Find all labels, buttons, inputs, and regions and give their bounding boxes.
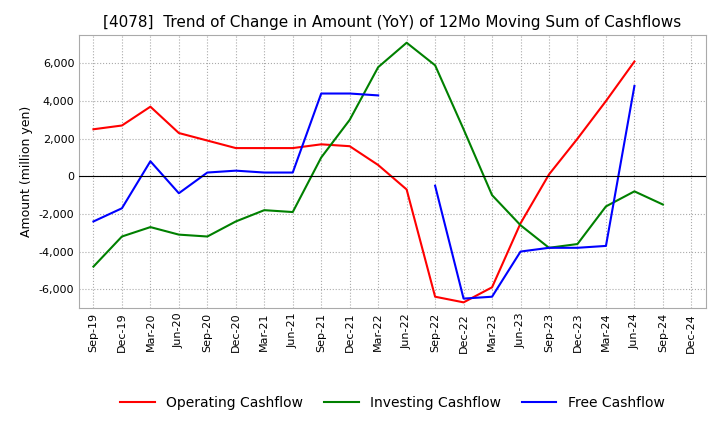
- Operating Cashflow: [260, 146, 269, 151]
- Operating Cashflow: [203, 138, 212, 143]
- Free Cashflow: [317, 91, 325, 96]
- Investing Cashflow: [630, 189, 639, 194]
- Investing Cashflow: [573, 242, 582, 247]
- Operating Cashflow: [459, 300, 468, 305]
- Line: Free Cashflow: Free Cashflow: [94, 86, 634, 299]
- Free Cashflow: [516, 249, 525, 254]
- Investing Cashflow: [545, 245, 554, 250]
- Operating Cashflow: [630, 59, 639, 64]
- Investing Cashflow: [516, 223, 525, 228]
- Investing Cashflow: [346, 117, 354, 122]
- Free Cashflow: [459, 296, 468, 301]
- Operating Cashflow: [346, 143, 354, 149]
- Free Cashflow: [346, 91, 354, 96]
- Investing Cashflow: [431, 62, 439, 68]
- Free Cashflow: [289, 170, 297, 175]
- Free Cashflow: [602, 243, 611, 249]
- Operating Cashflow: [117, 123, 126, 128]
- Investing Cashflow: [459, 127, 468, 132]
- Operating Cashflow: [516, 221, 525, 226]
- Free Cashflow: [545, 245, 554, 250]
- Operating Cashflow: [232, 146, 240, 151]
- Free Cashflow: [260, 170, 269, 175]
- Investing Cashflow: [146, 224, 155, 230]
- Operating Cashflow: [487, 285, 496, 290]
- Operating Cashflow: [545, 172, 554, 177]
- Operating Cashflow: [289, 146, 297, 151]
- Investing Cashflow: [260, 208, 269, 213]
- Free Cashflow: [573, 245, 582, 250]
- Investing Cashflow: [117, 234, 126, 239]
- Investing Cashflow: [402, 40, 411, 45]
- Investing Cashflow: [602, 204, 611, 209]
- Operating Cashflow: [402, 187, 411, 192]
- Free Cashflow: [630, 83, 639, 88]
- Investing Cashflow: [289, 209, 297, 215]
- Operating Cashflow: [146, 104, 155, 109]
- Investing Cashflow: [659, 202, 667, 207]
- Free Cashflow: [431, 183, 439, 188]
- Free Cashflow: [89, 219, 98, 224]
- Free Cashflow: [146, 158, 155, 164]
- Operating Cashflow: [317, 142, 325, 147]
- Operating Cashflow: [602, 99, 611, 104]
- Free Cashflow: [374, 93, 382, 98]
- Y-axis label: Amount (million yen): Amount (million yen): [20, 106, 33, 237]
- Investing Cashflow: [203, 234, 212, 239]
- Investing Cashflow: [374, 65, 382, 70]
- Line: Investing Cashflow: Investing Cashflow: [94, 43, 663, 267]
- Investing Cashflow: [317, 155, 325, 160]
- Operating Cashflow: [431, 294, 439, 299]
- Investing Cashflow: [89, 264, 98, 269]
- Operating Cashflow: [573, 136, 582, 141]
- Investing Cashflow: [487, 192, 496, 198]
- Investing Cashflow: [232, 219, 240, 224]
- Operating Cashflow: [89, 127, 98, 132]
- Legend: Operating Cashflow, Investing Cashflow, Free Cashflow: Operating Cashflow, Investing Cashflow, …: [114, 391, 670, 416]
- Free Cashflow: [487, 294, 496, 299]
- Free Cashflow: [117, 205, 126, 211]
- Investing Cashflow: [174, 232, 183, 237]
- Free Cashflow: [232, 168, 240, 173]
- Free Cashflow: [203, 170, 212, 175]
- Free Cashflow: [174, 191, 183, 196]
- Operating Cashflow: [374, 162, 382, 168]
- Title: [4078]  Trend of Change in Amount (YoY) of 12Mo Moving Sum of Cashflows: [4078] Trend of Change in Amount (YoY) o…: [103, 15, 682, 30]
- Line: Operating Cashflow: Operating Cashflow: [94, 62, 634, 302]
- Operating Cashflow: [174, 130, 183, 136]
